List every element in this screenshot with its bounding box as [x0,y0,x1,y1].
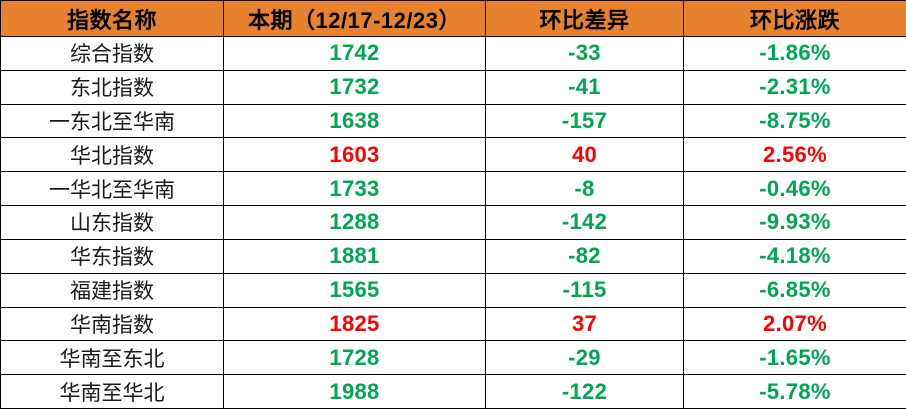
cell-difference: -82 [485,238,684,274]
table-row: 华南至华北 1988 -122 -5.78% [0,374,906,409]
table-body: 综合指数 1742 -33 -1.86% 东北指数 1732 -41 -2.31% 一东北至华南… [0,36,906,409]
table-row: 东北指数 1732 -41 -2.31% [0,69,906,105]
cell-index-name: 华南至东北 [0,340,224,376]
cell-difference: -142 [485,205,684,240]
cell-change-pct: -1.86% [683,36,906,71]
cell-index-name: 综合指数 [0,36,224,71]
cell-current-value: 1603 [223,137,486,173]
table-row: 山东指数 1288 -142 -9.93% [0,205,906,240]
cell-index-name: 华南至华北 [0,374,224,409]
cell-change-pct: 2.56% [683,137,906,173]
cell-current-value: 1733 [223,171,486,207]
table-row: 华南至东北 1728 -29 -1.65% [0,340,906,376]
cell-index-name: 华北指数 [0,137,224,173]
cell-index-name: 华南指数 [0,306,224,342]
cell-change-pct: -2.31% [683,69,906,105]
cell-difference: -29 [485,340,684,376]
table-header-row: 指数名称 本期（12/17-12/23） 环比差异 环比涨跌 [0,0,906,37]
cell-change-pct: -6.85% [683,272,906,308]
cell-change-pct: -4.18% [683,238,906,274]
cell-current-value: 1825 [223,306,486,342]
column-header-change-pct: 环比涨跌 [683,0,906,37]
cell-difference: -41 [485,69,684,105]
cell-index-name: 山东指数 [0,205,224,240]
cell-current-value: 1288 [223,205,486,240]
cell-difference: -157 [485,103,684,139]
cell-current-value: 1881 [223,238,486,274]
column-header-current-period: 本期（12/17-12/23） [223,0,486,37]
cell-current-value: 1988 [223,374,486,409]
table-row: 华北指数 1603 40 2.56% [0,137,906,173]
cell-difference: 37 [485,306,684,342]
cell-index-name: 东北指数 [0,69,224,105]
cell-change-pct: -0.46% [683,171,906,207]
cell-current-value: 1742 [223,36,486,71]
column-header-difference: 环比差异 [485,0,684,37]
cell-index-name: 一东北至华南 [0,103,224,139]
cell-difference: -115 [485,272,684,308]
cell-index-name: 华东指数 [0,238,224,274]
table-row: 一东北至华南 1638 -157 -8.75% [0,103,906,139]
cell-index-name: 福建指数 [0,272,224,308]
cell-current-value: 1638 [223,103,486,139]
cell-index-name: 一华北至华南 [0,171,224,207]
table-row: 华南指数 1825 37 2.07% [0,306,906,342]
cell-difference: -33 [485,36,684,71]
cell-difference: -8 [485,171,684,207]
table-header: 指数名称 本期（12/17-12/23） 环比差异 环比涨跌 [0,0,906,37]
table-row: 福建指数 1565 -115 -6.85% [0,272,906,308]
cell-change-pct: -5.78% [683,374,906,409]
cell-change-pct: -8.75% [683,103,906,139]
cell-current-value: 1565 [223,272,486,308]
table-row: 综合指数 1742 -33 -1.86% [0,36,906,71]
table-row: 一华北至华南 1733 -8 -0.46% [0,171,906,207]
cell-current-value: 1728 [223,340,486,376]
column-header-index-name: 指数名称 [0,0,224,37]
cell-change-pct: 2.07% [683,306,906,342]
cell-current-value: 1732 [223,69,486,105]
cell-difference: 40 [485,137,684,173]
cell-difference: -122 [485,374,684,409]
cell-change-pct: -9.93% [683,205,906,240]
cell-change-pct: -1.65% [683,340,906,376]
table-row: 华东指数 1881 -82 -4.18% [0,238,906,274]
